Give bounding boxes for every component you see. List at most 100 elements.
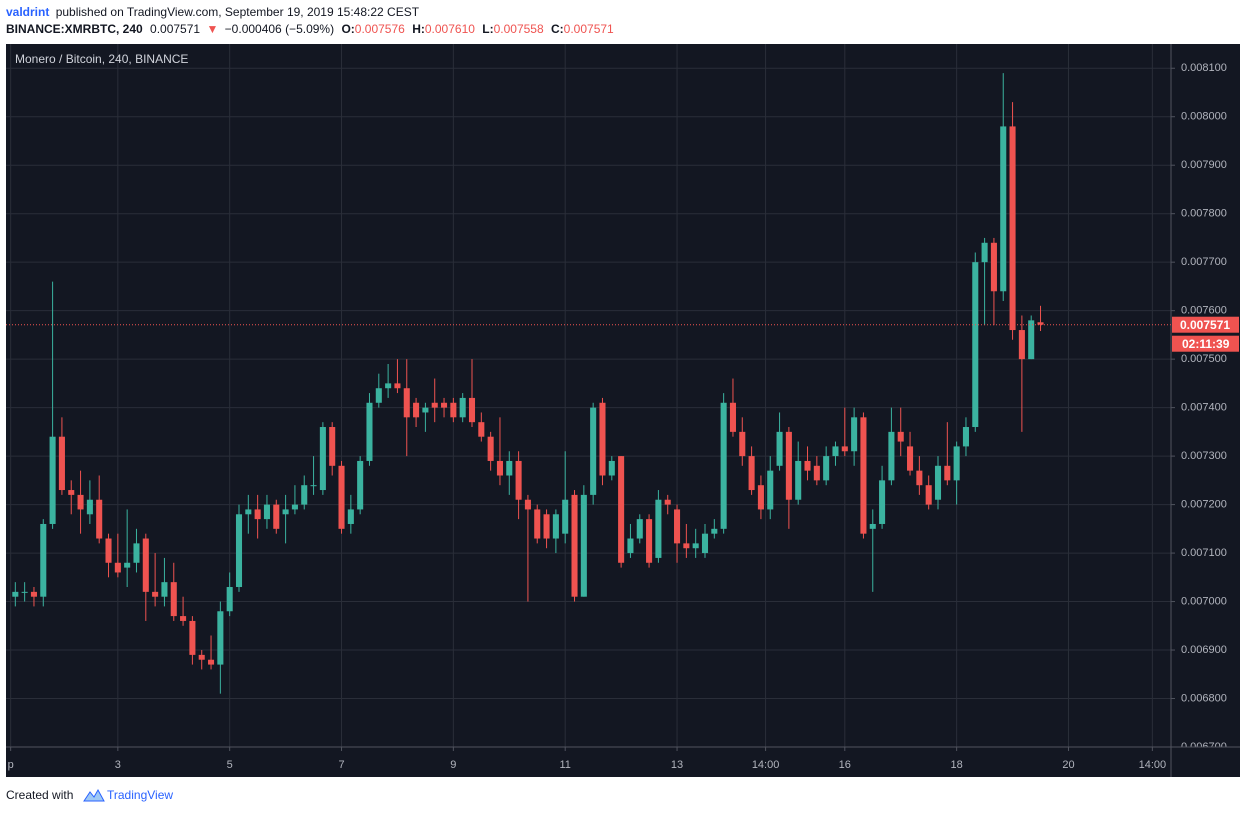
candle-body (338, 465, 345, 529)
candle-body (590, 407, 597, 495)
candle-body (524, 499, 531, 510)
candle-body (580, 494, 587, 597)
candle-body (235, 514, 243, 588)
candle-body (646, 519, 653, 563)
candle-body (608, 460, 615, 476)
y-tick-label: 0.006900 (1181, 644, 1227, 656)
candle-body (888, 431, 895, 481)
candle-body (142, 538, 149, 592)
candle-body (907, 446, 914, 471)
y-tick-label: 0.006800 (1181, 692, 1227, 704)
candle-body (226, 587, 233, 612)
low-value: 0.007558 (494, 22, 544, 36)
candle-body (841, 446, 848, 452)
candle-body (208, 659, 215, 665)
candle-body (385, 383, 392, 389)
candle-body (347, 509, 354, 524)
close-value: 0.007571 (564, 22, 614, 36)
candle-body (58, 436, 65, 491)
candle-body (496, 460, 503, 476)
candle-body (105, 538, 112, 563)
candle-body (217, 611, 224, 665)
y-tick-label: 0.007900 (1181, 159, 1227, 171)
y-tick-label: 0.007800 (1181, 208, 1227, 220)
x-tick-label: 9 (450, 759, 456, 771)
x-tick-label: p (8, 759, 14, 771)
candle-body (1018, 330, 1025, 360)
candle-body (664, 499, 671, 505)
candle-body (30, 591, 37, 597)
x-tick-label: 11 (559, 759, 570, 771)
y-tick-label: 0.006700 (1181, 741, 1227, 753)
candle-body (254, 509, 261, 520)
candle-body (916, 470, 923, 486)
candle-body (683, 543, 690, 549)
candle-body (972, 262, 979, 428)
candle-body (599, 402, 606, 476)
author[interactable]: valdrint (6, 5, 49, 19)
candle-body (450, 402, 457, 418)
candle-body (431, 402, 438, 408)
candle-body (366, 402, 373, 461)
candle-body (748, 456, 755, 491)
header-line-1: valdrint published on TradingView.com, S… (6, 5, 420, 19)
x-tick-label: 7 (338, 759, 344, 771)
candle-body (413, 402, 420, 418)
brand-logo (83, 788, 105, 802)
candle-body (310, 485, 317, 487)
symbol: BINANCE:XMRBTC, 240 (6, 22, 143, 36)
candle-body (795, 460, 802, 500)
candle-body (357, 460, 364, 510)
candle-body (49, 436, 56, 524)
candle-body (944, 465, 951, 481)
candle-body (981, 242, 988, 263)
chart-background (6, 44, 1240, 777)
candle-body (1009, 126, 1016, 331)
candle-body (189, 620, 196, 655)
candle-body (562, 499, 569, 534)
footer-brand[interactable]: TradingView (107, 788, 173, 802)
change-arrow: ▼ (206, 22, 218, 36)
y-tick-label: 0.007400 (1181, 402, 1227, 414)
candle-body (96, 499, 103, 539)
y-tick-label: 0.008100 (1181, 62, 1227, 74)
candle-body (468, 397, 476, 423)
candle-body (441, 402, 448, 408)
candle-body (804, 460, 811, 471)
candle-body (627, 538, 634, 554)
candle-layer (12, 73, 1044, 694)
candle-body (757, 485, 764, 510)
low-label: L: (482, 22, 493, 36)
candle-body (515, 460, 522, 500)
candle-body (571, 494, 578, 597)
y-tick-label: 0.007600 (1181, 305, 1227, 317)
candle-body (152, 591, 159, 597)
candle-body (543, 514, 550, 539)
candle-body (487, 436, 494, 461)
x-tick-label: 14:00 (752, 759, 780, 771)
candle-body (990, 242, 997, 292)
candle-body (77, 494, 84, 510)
candle-body (860, 417, 867, 534)
candle-body (953, 446, 960, 481)
x-tick-label: 16 (839, 759, 851, 771)
candle-body (552, 514, 559, 539)
candle-body (869, 523, 876, 529)
candle-body (655, 499, 662, 558)
x-tick-label: 13 (671, 759, 683, 771)
x-tick-label: 18 (951, 759, 963, 771)
candle-body (394, 383, 401, 389)
candle-body (692, 543, 699, 549)
y-tick-label: 0.007300 (1181, 450, 1227, 462)
published: published on TradingView.com, September … (56, 5, 420, 19)
x-tick-label: 5 (227, 759, 233, 771)
time-axis: p 3 5 7 9 11 13 14:00 16 18 20 14:00 (8, 747, 1166, 771)
candle-body (618, 456, 625, 563)
candle-body (375, 388, 382, 403)
candle-body (720, 402, 727, 529)
open-label: O: (341, 22, 354, 36)
candle-body (636, 519, 643, 539)
candle-body (897, 431, 904, 442)
candle-body (170, 582, 177, 617)
